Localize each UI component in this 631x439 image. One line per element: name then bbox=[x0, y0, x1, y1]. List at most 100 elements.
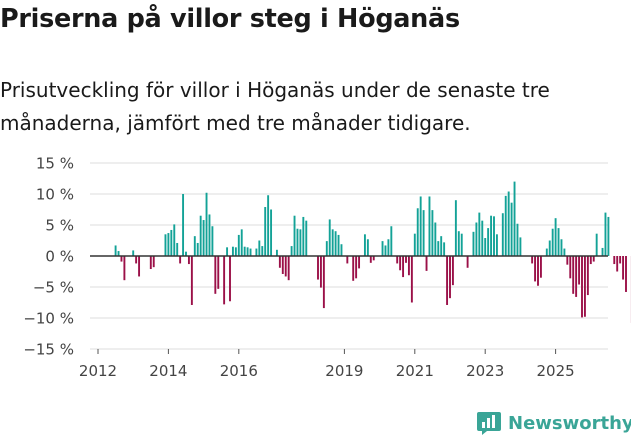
bar bbox=[366, 239, 369, 256]
bar-series bbox=[114, 181, 631, 323]
bar bbox=[185, 251, 187, 256]
bar bbox=[589, 256, 592, 265]
x-tick-label: 2025 bbox=[537, 362, 575, 380]
bar bbox=[164, 234, 167, 256]
bar bbox=[484, 238, 487, 256]
bar bbox=[387, 239, 390, 256]
bar-chart-logo-icon bbox=[477, 412, 501, 435]
bar bbox=[199, 215, 202, 256]
bar bbox=[214, 256, 217, 294]
chart-subtitle: Prisutveckling för villor i Höganäs unde… bbox=[0, 78, 550, 135]
bar bbox=[149, 256, 152, 270]
chart-title: Priserna på villor steg i Höganäs bbox=[0, 4, 460, 34]
bar bbox=[581, 256, 583, 318]
bar bbox=[226, 247, 229, 256]
bar bbox=[472, 231, 475, 256]
bar bbox=[554, 218, 557, 256]
y-tick-label: 15 % bbox=[36, 155, 74, 173]
bar bbox=[287, 256, 290, 281]
y-tick-label: 0 % bbox=[45, 248, 74, 266]
bar bbox=[592, 256, 595, 262]
bar bbox=[117, 251, 120, 256]
bar bbox=[583, 256, 586, 317]
bar bbox=[595, 233, 598, 256]
bar bbox=[478, 212, 481, 256]
bar bbox=[625, 256, 627, 292]
bar bbox=[296, 228, 299, 256]
bar bbox=[325, 241, 328, 256]
bar bbox=[258, 240, 261, 256]
bar bbox=[152, 256, 155, 268]
y-axis-labels: 15 % 10 % 5 % 0 % −5 % −10 % −15 % bbox=[23, 155, 74, 359]
bar bbox=[431, 210, 434, 256]
bar bbox=[217, 256, 220, 289]
bar bbox=[334, 231, 337, 256]
bar bbox=[270, 209, 273, 256]
bar bbox=[616, 256, 619, 272]
bar bbox=[569, 256, 572, 279]
bar bbox=[457, 231, 460, 256]
bar bbox=[402, 256, 405, 278]
bar bbox=[190, 256, 193, 305]
bar bbox=[560, 239, 563, 256]
bar bbox=[363, 234, 366, 256]
bar bbox=[179, 256, 182, 264]
bar bbox=[231, 246, 234, 256]
bar bbox=[422, 210, 425, 256]
bar bbox=[460, 233, 463, 256]
bar bbox=[120, 256, 123, 262]
bar bbox=[299, 229, 302, 256]
bar bbox=[487, 228, 490, 256]
bar bbox=[551, 228, 554, 256]
bar bbox=[440, 236, 443, 256]
bar bbox=[513, 181, 516, 256]
x-tick-label: 2016 bbox=[220, 362, 258, 380]
bar bbox=[504, 195, 507, 256]
bar bbox=[193, 236, 196, 256]
bar bbox=[578, 256, 581, 285]
y-tick-label: 10 % bbox=[36, 186, 74, 204]
bar bbox=[317, 256, 319, 280]
bar bbox=[425, 256, 428, 271]
gridlines bbox=[90, 162, 608, 350]
bar bbox=[446, 256, 449, 305]
bar bbox=[255, 248, 258, 256]
bar bbox=[405, 256, 407, 263]
bar bbox=[281, 256, 284, 274]
y-tick-label: −15 % bbox=[23, 341, 74, 359]
bar bbox=[572, 256, 575, 294]
bar bbox=[410, 256, 413, 303]
bar bbox=[223, 256, 226, 305]
x-tick-label: 2019 bbox=[325, 362, 363, 380]
bar bbox=[229, 256, 231, 302]
bar bbox=[123, 256, 126, 281]
bar bbox=[243, 246, 246, 256]
bar bbox=[545, 248, 548, 256]
bar bbox=[534, 256, 537, 282]
bar bbox=[413, 233, 416, 256]
bar bbox=[138, 256, 141, 277]
bar bbox=[211, 226, 214, 256]
bar bbox=[167, 233, 170, 256]
bar bbox=[604, 212, 607, 256]
bar bbox=[290, 246, 293, 256]
bar bbox=[434, 222, 437, 256]
bar bbox=[575, 256, 578, 297]
bar bbox=[563, 248, 566, 256]
bar bbox=[519, 237, 522, 256]
bar bbox=[176, 242, 179, 256]
bar bbox=[416, 208, 419, 256]
bar bbox=[490, 215, 493, 256]
bar bbox=[202, 220, 205, 256]
bar bbox=[566, 256, 569, 265]
bar bbox=[586, 256, 589, 296]
brand-name: Newsworthy bbox=[508, 412, 631, 434]
bar bbox=[346, 256, 349, 264]
bar bbox=[507, 191, 510, 256]
bar bbox=[381, 241, 384, 256]
bar bbox=[267, 195, 270, 256]
bar bbox=[355, 256, 358, 279]
bar bbox=[495, 234, 498, 256]
y-tick-label: −5 % bbox=[33, 279, 74, 297]
